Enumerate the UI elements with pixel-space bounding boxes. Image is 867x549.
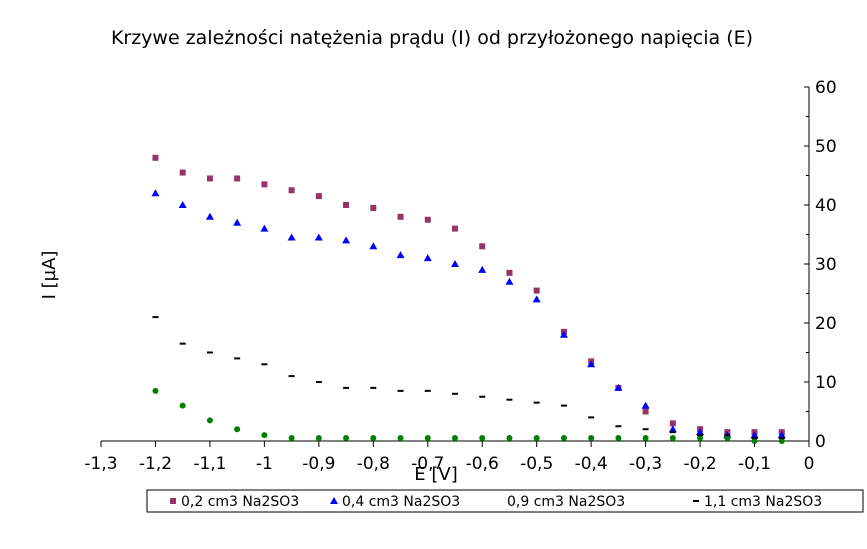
series-3-point	[724, 435, 731, 442]
legend-marker-2	[330, 497, 338, 504]
y-axis-label: I [µA]	[39, 251, 60, 300]
series-2-point	[396, 251, 405, 259]
series-3-point	[751, 438, 758, 444]
series-3-point	[452, 435, 458, 442]
x-tick-label: -1,1	[193, 454, 226, 474]
series-2-point	[423, 254, 432, 262]
series-1-point	[315, 193, 322, 200]
series-2-point	[260, 224, 269, 232]
x-tick-label: -0,4	[575, 454, 608, 474]
series-2-point	[641, 401, 650, 409]
series-1-point	[288, 187, 295, 194]
series-2-point	[478, 265, 487, 273]
series-1-point	[179, 169, 186, 176]
y-tick-label: 60	[815, 78, 837, 98]
series-3-point	[697, 435, 704, 442]
series-3-point	[179, 402, 186, 409]
series-3-point	[642, 435, 649, 442]
y-tick-label: 30	[815, 255, 837, 275]
x-tick-label: -1,3	[84, 454, 117, 474]
series-1-point	[343, 202, 350, 208]
x-tick-label: -0,1	[738, 454, 771, 474]
series-3-point	[588, 435, 595, 442]
y-tick-label: 20	[815, 314, 837, 334]
series-3-point	[533, 435, 540, 442]
y-tick-label: 10	[815, 373, 837, 393]
series-3-point	[152, 387, 159, 394]
series-1-point	[479, 243, 486, 250]
x-tick-label: -1,2	[139, 454, 172, 474]
y-tick-label: 50	[815, 137, 837, 157]
series-3-point	[424, 435, 431, 442]
series-3-point	[669, 435, 676, 442]
series-1-point	[669, 420, 676, 427]
series-2-point	[369, 242, 378, 250]
series-1-point	[642, 408, 649, 415]
series-2-point	[505, 277, 514, 285]
series-3-point	[261, 432, 268, 439]
series-2-point	[559, 330, 568, 338]
legend-label-4: 1,1 cm3 Na2SO3	[704, 494, 822, 510]
series-1-point	[206, 175, 213, 182]
legend-label-2: 0,4 cm3 Na2SO3	[342, 494, 460, 510]
series-2-point	[342, 236, 351, 244]
series-3-point	[615, 435, 622, 442]
series-1-point	[370, 204, 377, 211]
series-2-point	[151, 189, 160, 197]
x-tick-label: -0,9	[302, 454, 335, 474]
series-1-point	[533, 287, 540, 294]
plot-area: -1,3 -1,2 -1,1 -1 -0,9 -0,8 -0,7 -0,6 -0,5 -0,4 -0…	[84, 78, 836, 474]
series-1-point	[452, 225, 458, 232]
series-1-point	[397, 213, 404, 220]
x-tick-label: -0,6	[466, 454, 499, 474]
y-tick-label: 40	[815, 196, 837, 216]
series-1-point	[152, 154, 159, 161]
series-2-point	[614, 383, 623, 391]
chart-title: Krzywe zależności natężenia prądu (I) od…	[111, 27, 753, 49]
series-2-point	[750, 431, 759, 439]
series-3-point	[288, 435, 295, 442]
legend-box	[146, 489, 864, 513]
x-tick-label: -0,7	[411, 454, 444, 474]
x-tick-label: -0,8	[357, 454, 390, 474]
x-tick-label: -0,2	[683, 454, 716, 474]
series-1-point	[261, 181, 268, 188]
series-3-point	[397, 435, 404, 442]
series-2-point	[587, 360, 596, 368]
series-3-point	[506, 435, 513, 442]
series-3-point	[234, 426, 241, 433]
series-3-point	[343, 435, 350, 442]
series-1-point	[506, 269, 513, 276]
series-2-point	[451, 260, 459, 267]
legend-label-3: 0,9 cm3 Na2SO3	[507, 494, 625, 510]
x-tick-label: -0,3	[629, 454, 662, 474]
series-2-point	[233, 218, 242, 226]
series-2-point	[287, 233, 296, 241]
series-3-point	[206, 417, 213, 424]
series-1-point	[234, 175, 241, 182]
series-3-point	[560, 435, 567, 442]
series-2-point	[532, 295, 541, 303]
series-3-point	[370, 435, 377, 442]
series-3-point	[778, 438, 785, 444]
series-2-point	[696, 428, 705, 436]
x-tick-label: -1	[256, 454, 273, 474]
series-2-point	[314, 233, 323, 241]
series-3-point	[315, 435, 322, 442]
x-axis-label: E [V]	[414, 464, 457, 485]
legend-marker-1	[170, 498, 176, 504]
series-2-point	[205, 212, 214, 220]
x-tick-label: -0,5	[520, 454, 553, 474]
legend-label-1: 0,2 cm3 Na2SO3	[181, 494, 299, 510]
series-2-point	[777, 431, 786, 439]
x-tick-label: 0	[804, 454, 815, 474]
legend: 0,2 cm3 Na2SO3 0,4 cm3 Na2SO3 0,9 cm3 Na2S…	[146, 489, 864, 513]
series-3-point	[479, 435, 486, 442]
series-2-point	[668, 425, 677, 433]
y-tick-label: 0	[815, 432, 826, 452]
series-2-point	[178, 201, 187, 208]
series-1-point	[424, 216, 431, 223]
